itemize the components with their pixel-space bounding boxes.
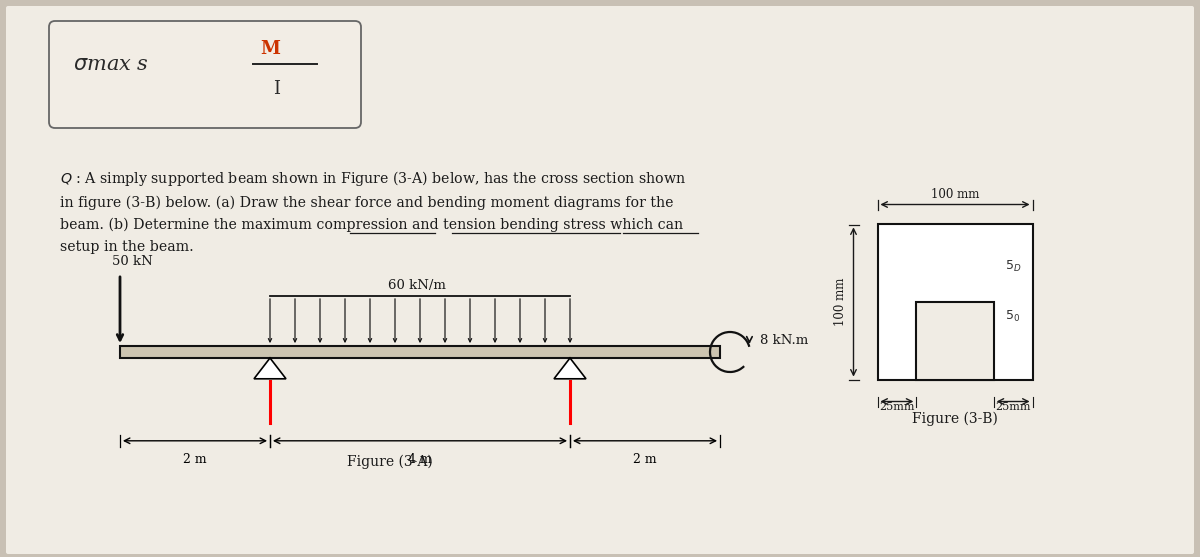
Text: 25mm: 25mm — [995, 403, 1031, 413]
Text: $5_0$: $5_0$ — [1004, 309, 1020, 324]
Text: Figure (3-B): Figure (3-B) — [912, 412, 998, 427]
FancyBboxPatch shape — [6, 6, 1194, 554]
Text: 60 kN/m: 60 kN/m — [388, 279, 446, 292]
Text: $5_D$: $5_D$ — [1004, 259, 1021, 274]
Bar — [120, 346, 720, 358]
Text: 4 m: 4 m — [408, 453, 432, 466]
Polygon shape — [554, 358, 586, 379]
FancyBboxPatch shape — [49, 21, 361, 128]
Text: M: M — [260, 40, 280, 58]
Bar — [917, 302, 994, 379]
Text: $Q$ : A simply supported beam shown in Figure (3-A) below, has the cross section: $Q$ : A simply supported beam shown in F… — [60, 169, 686, 254]
Polygon shape — [254, 358, 286, 379]
Text: 2 m: 2 m — [184, 453, 206, 466]
Text: 25mm: 25mm — [880, 403, 914, 413]
Bar — [877, 224, 1032, 379]
Text: 2 m: 2 m — [634, 453, 656, 466]
Text: 50 kN: 50 kN — [112, 255, 152, 268]
Text: 8 kN.m: 8 kN.m — [760, 334, 809, 347]
Text: 100 mm: 100 mm — [834, 278, 846, 326]
Text: $\sigma$max s: $\sigma$max s — [73, 55, 149, 74]
Text: 100 mm: 100 mm — [931, 188, 979, 201]
Text: I: I — [274, 80, 280, 98]
Text: Figure (3-A): Figure (3-A) — [347, 455, 433, 469]
